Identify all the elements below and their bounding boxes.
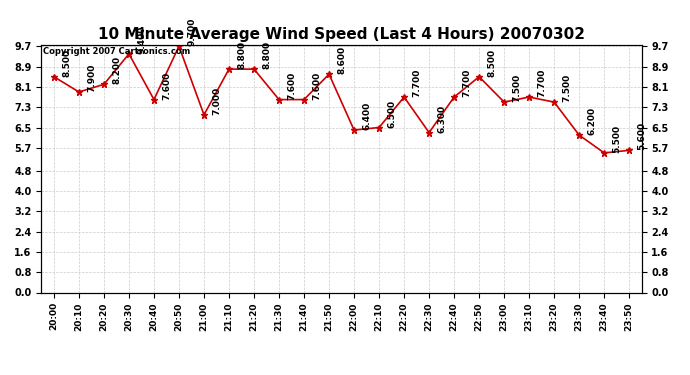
Text: 5.600: 5.600 — [638, 122, 647, 150]
Text: 6.500: 6.500 — [387, 99, 396, 128]
Text: 7.600: 7.600 — [162, 71, 171, 100]
Text: 6.400: 6.400 — [362, 102, 371, 130]
Text: 7.600: 7.600 — [287, 71, 296, 100]
Text: 8.800: 8.800 — [237, 41, 246, 69]
Text: 9.700: 9.700 — [187, 18, 196, 46]
Text: 6.200: 6.200 — [587, 107, 596, 135]
Text: 7.500: 7.500 — [513, 74, 522, 102]
Text: 7.900: 7.900 — [87, 64, 96, 92]
Text: 7.700: 7.700 — [538, 69, 546, 97]
Text: 7.700: 7.700 — [413, 69, 422, 97]
Text: 5.500: 5.500 — [613, 125, 622, 153]
Text: 6.300: 6.300 — [437, 105, 446, 133]
Title: 10 Minute Average Wind Speed (Last 4 Hours) 20070302: 10 Minute Average Wind Speed (Last 4 Hou… — [98, 27, 585, 42]
Text: Copyright 2007 Cartronics.com: Copyright 2007 Cartronics.com — [43, 48, 190, 57]
Text: 8.200: 8.200 — [112, 56, 121, 84]
Text: 8.500: 8.500 — [62, 49, 71, 77]
Text: 8.600: 8.600 — [337, 46, 346, 74]
Text: 9.400: 9.400 — [137, 26, 146, 54]
Text: 7.700: 7.700 — [462, 69, 471, 97]
Text: 8.500: 8.500 — [487, 49, 496, 77]
Text: 7.500: 7.500 — [562, 74, 571, 102]
Text: 7.000: 7.000 — [213, 87, 221, 115]
Text: 7.600: 7.600 — [313, 71, 322, 100]
Text: 8.800: 8.800 — [262, 41, 271, 69]
